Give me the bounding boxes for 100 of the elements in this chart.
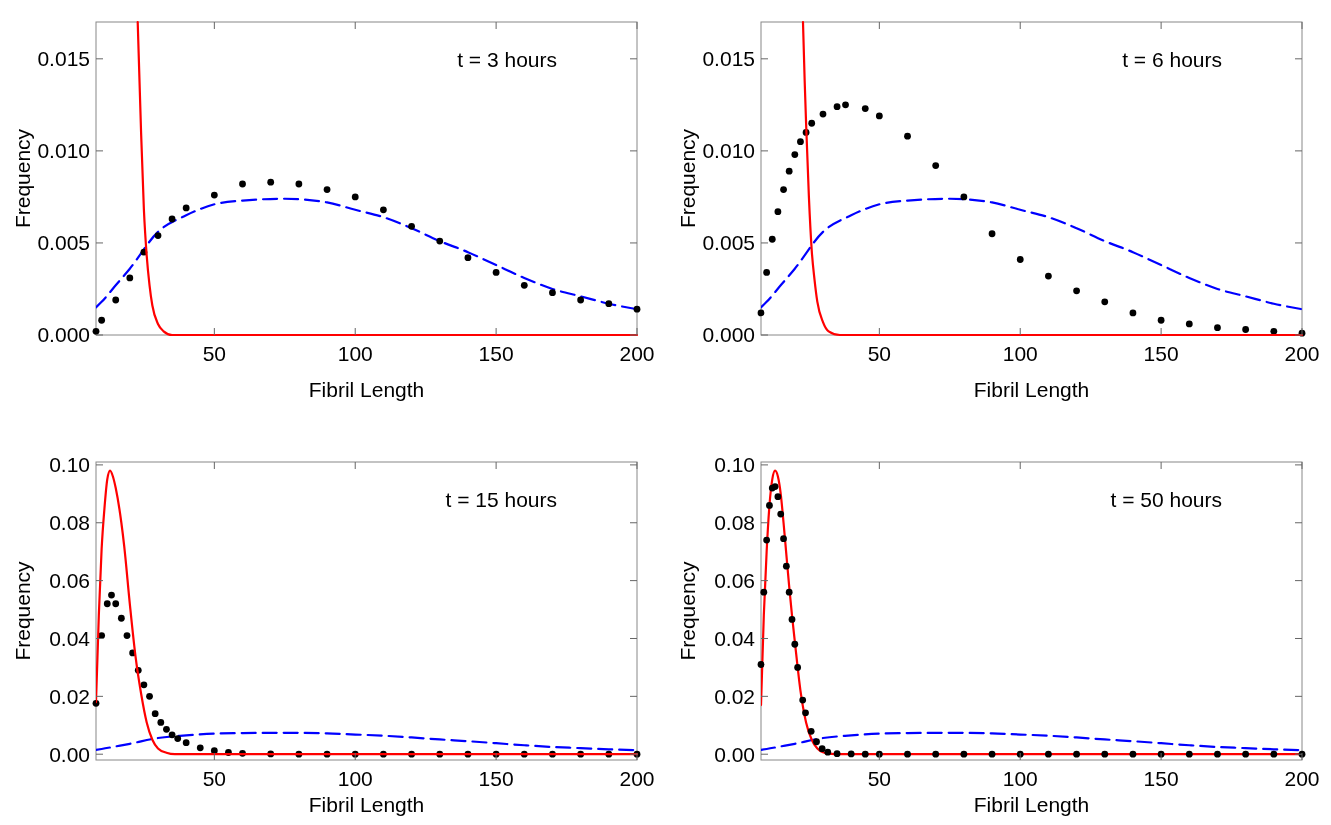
point — [98, 316, 106, 324]
point — [861, 750, 869, 758]
point — [1045, 272, 1052, 280]
point — [791, 640, 799, 648]
line-series — [136, 20, 639, 337]
point — [813, 738, 820, 746]
point — [123, 632, 131, 639]
point — [108, 591, 115, 599]
y-tick-label: 0.02 — [714, 684, 755, 708]
point — [785, 588, 793, 596]
y-tick-label: 0.10 — [49, 453, 90, 477]
point — [1073, 287, 1080, 295]
point — [239, 180, 246, 188]
point — [760, 588, 768, 596]
point — [1185, 750, 1193, 758]
point — [1129, 309, 1137, 317]
point — [605, 300, 613, 308]
point — [92, 327, 100, 335]
point — [932, 750, 940, 758]
y-tick-label: 0.06 — [49, 568, 90, 592]
point — [807, 727, 815, 735]
point — [797, 138, 804, 146]
point — [1157, 316, 1165, 324]
point — [861, 105, 869, 112]
y-axis-title: Frequency — [11, 128, 34, 229]
point — [380, 206, 387, 214]
x-tick-label: 200 — [1284, 767, 1320, 790]
y-axis-title: Frequency — [11, 560, 34, 661]
x-tick-label: 200 — [1284, 342, 1320, 365]
point — [763, 536, 771, 544]
point — [780, 186, 787, 193]
y-tick-label: 0.000 — [702, 323, 755, 347]
x-tick-label: 100 — [337, 767, 373, 790]
point — [464, 254, 472, 262]
point — [847, 750, 855, 758]
point — [196, 744, 204, 752]
y-tick-label: 0.08 — [49, 511, 90, 535]
y-tick-label: 0.015 — [702, 47, 755, 71]
point — [1185, 320, 1193, 328]
x-axis-title: Fibril Length — [308, 793, 425, 816]
point — [157, 718, 165, 726]
point — [408, 222, 415, 230]
y-tick-label: 0.010 — [702, 139, 755, 163]
x-tick-label: 150 — [1143, 342, 1179, 365]
x-axis-title: Fibril Length — [973, 793, 1090, 816]
point — [875, 112, 883, 120]
x-tick-label: 200 — [619, 767, 655, 790]
point — [1242, 326, 1250, 333]
point — [117, 614, 125, 622]
point — [782, 562, 790, 570]
point — [267, 178, 275, 186]
point — [103, 600, 111, 608]
point — [1129, 750, 1137, 758]
point — [818, 745, 826, 753]
point — [436, 237, 444, 245]
point — [842, 101, 849, 109]
x-tick-label: 200 — [619, 342, 655, 365]
point — [210, 191, 218, 199]
point — [808, 119, 816, 127]
x-tick-label: 150 — [478, 342, 514, 365]
x-axis-title: Fibril Length — [973, 378, 1090, 401]
point — [1045, 750, 1052, 758]
point — [1214, 750, 1221, 758]
point — [763, 269, 771, 276]
annotation: t = 50 hours — [1110, 488, 1222, 511]
point — [168, 731, 176, 739]
point — [819, 110, 827, 118]
x-tick-label: 100 — [1002, 342, 1038, 365]
point — [988, 230, 996, 238]
point — [126, 274, 134, 282]
point — [549, 289, 556, 297]
point — [323, 186, 331, 193]
point — [1242, 750, 1250, 758]
y-axis-title: Frequency — [676, 560, 699, 661]
y-tick-label: 0.04 — [714, 626, 756, 650]
point — [1073, 750, 1080, 758]
point — [932, 162, 940, 170]
point — [351, 193, 359, 201]
y-tick-label: 0.08 — [714, 511, 755, 535]
point — [154, 232, 162, 239]
point — [788, 615, 796, 623]
y-axis-title: Frequency — [676, 128, 699, 229]
point — [824, 748, 832, 756]
point — [960, 750, 968, 758]
point — [98, 632, 106, 639]
point — [163, 725, 170, 733]
point — [757, 309, 765, 317]
line-series — [801, 20, 1304, 337]
point — [766, 502, 773, 509]
annotation: t = 15 hours — [445, 488, 557, 511]
point — [182, 739, 190, 747]
point — [168, 215, 176, 223]
point — [1270, 750, 1278, 758]
point — [140, 681, 148, 689]
y-tick-label: 0.04 — [49, 626, 91, 650]
y-tick-label: 0.06 — [714, 568, 755, 592]
annotation: t = 6 hours — [1122, 48, 1222, 71]
point — [1016, 256, 1024, 263]
x-axis-title: Fibril Length — [308, 378, 425, 401]
point — [112, 600, 120, 608]
